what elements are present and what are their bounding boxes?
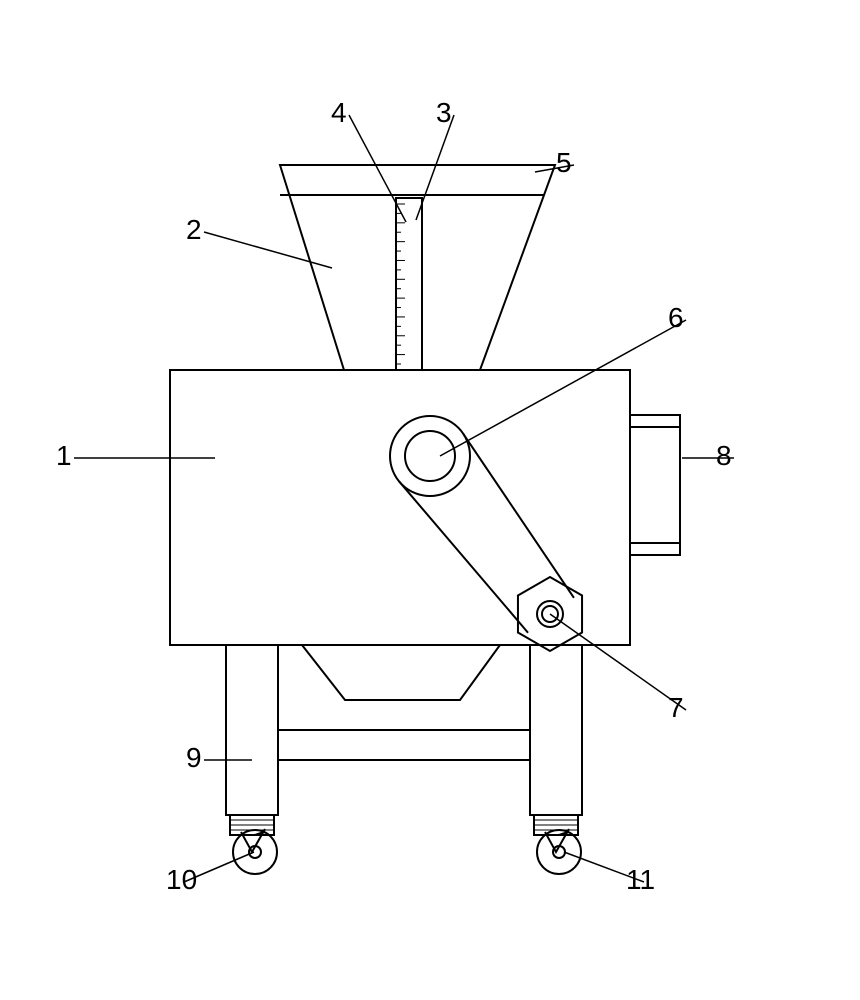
callout-1: 1 — [56, 440, 72, 472]
callout-8: 8 — [716, 440, 732, 472]
callout-5: 5 — [556, 147, 572, 179]
callout-2: 2 — [186, 214, 202, 246]
callout-4: 4 — [331, 97, 347, 129]
callout-7: 7 — [668, 692, 684, 724]
diagram-canvas — [0, 0, 860, 1000]
callout-10: 10 — [166, 864, 197, 896]
callout-6: 6 — [668, 302, 684, 334]
callout-3: 3 — [436, 97, 452, 129]
callout-9: 9 — [186, 742, 202, 774]
callout-11: 11 — [626, 864, 655, 896]
